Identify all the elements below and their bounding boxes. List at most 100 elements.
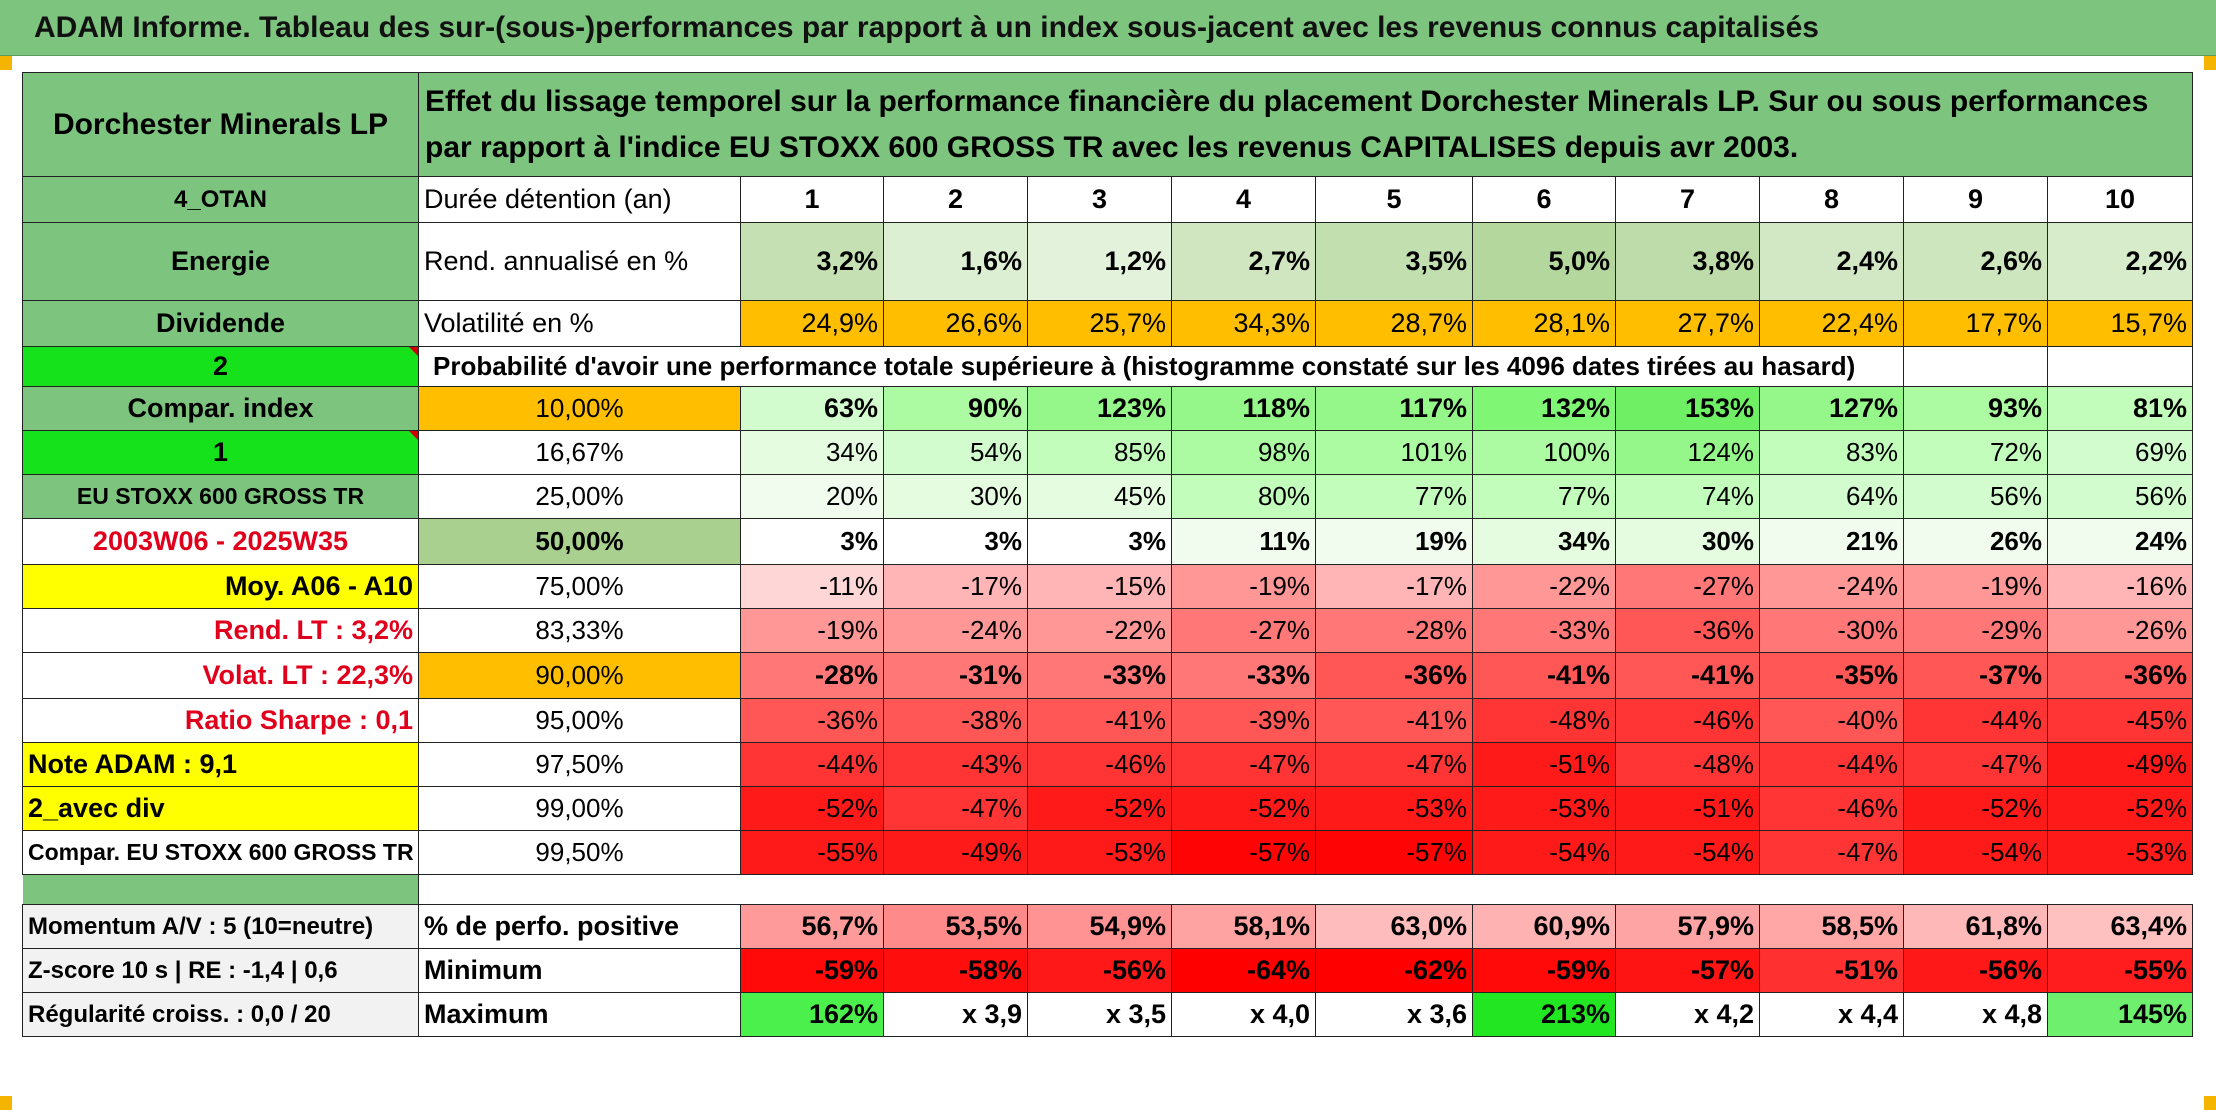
probability-value: -47% [883,786,1028,831]
probability-value: 117% [1315,386,1473,431]
minimum-value: -59% [740,948,884,993]
probability-value: -22% [1027,608,1172,653]
threshold-value: 95,00% [418,698,741,743]
probability-value: -47% [1171,742,1316,787]
rend-label: Rend. annualisé en % [418,222,741,301]
volat-label: Volatilité en % [418,300,741,347]
volat-value: 34,3% [1171,300,1316,347]
table-row: Dorchester Minerals LP Effet du lissage t… [22,72,2194,177]
probability-value: 127% [1759,386,1904,431]
maximum-value: 145% [2046,992,2194,1037]
probability-value: -51% [1472,742,1616,787]
minimum-value: -57% [1615,948,1760,993]
year-header: 2 [883,176,1028,223]
minimum-value: -55% [2046,948,2194,993]
maximum-value: x 4,2 [1615,992,1760,1037]
threshold-value: 75,00% [418,564,741,609]
probability-value: 54% [883,430,1028,475]
compar-full-label: Compar. EU STOXX 600 GROSS TR [22,830,419,875]
volat-value: 27,7% [1615,300,1760,347]
threshold-value: 90,00% [418,652,741,699]
probability-value: -52% [1027,786,1172,831]
period-label: 2003W06 - 2025W35 [22,518,419,565]
table-row: Momentum A/V : 5 (10=neutre)% de perfo. … [22,904,2194,949]
probability-value: 123% [1027,386,1172,431]
probability-value: -33% [1472,608,1616,653]
probability-value: -24% [1759,564,1904,609]
rend-value: 3,2% [740,222,884,301]
minimum-value: -59% [1472,948,1616,993]
probability-value: -52% [1171,786,1316,831]
probability-value: -22% [1472,564,1616,609]
probability-value: 21% [1759,518,1904,565]
maximum-value: x 4,8 [1903,992,2048,1037]
year-header: 9 [1903,176,2048,223]
probability-value: 153% [1615,386,1760,431]
year-header: 1 [740,176,884,223]
threshold-value: 50,00% [418,518,741,565]
probability-value: 85% [1027,430,1172,475]
probability-value: -38% [883,698,1028,743]
table-row: Energie Rend. annualisé en % 3,2% 1,6% 1,2% 2… [22,222,2194,301]
probability-value: 34% [1472,518,1616,565]
pct-positive-value: 60,9% [1472,904,1616,949]
probability-value: -41% [1027,698,1172,743]
maximum-value: x 4,4 [1759,992,1904,1037]
one-label: 1 [22,430,419,475]
table-row: Z-score 10 s | RE : -1,4 | 0,6 Minimum -59… [22,948,2194,993]
table-row: Moy. A06 - A10 75,00% -11% -17% -15% -19% -17%… [22,564,2194,609]
probability-value: -57% [1315,830,1473,875]
table-row: Note ADAM : 9,1 97,50% -44% -43% -46% -47% -47… [22,742,2194,787]
probability-value: 83% [1759,430,1904,475]
probability-value: -19% [1903,564,2048,609]
probability-value: -52% [2046,786,2194,831]
maximum-value: x 4,0 [1171,992,1316,1037]
empty-cell [2046,346,2194,387]
table-row: 2003W06 - 2025W35 50,00% 3% 3% 3% 11% 19% 34% 30… [22,518,2194,565]
probability-value: -33% [1027,652,1172,699]
probability-value: -46% [1027,742,1172,787]
empty-cell [1903,346,2048,387]
probability-value: -44% [1903,698,2048,743]
probability-value: -31% [883,652,1028,699]
probability-value: -16% [2046,564,2194,609]
probability-value: -53% [1472,786,1616,831]
probability-value: -49% [2046,742,2194,787]
probability-value: 3% [883,518,1028,565]
avec-div-label: 2_avec div [22,786,419,831]
probability-value: -17% [1315,564,1473,609]
volat-value: 24,9% [740,300,884,347]
probability-value: 77% [1315,474,1473,519]
probability-value: -47% [1903,742,2048,787]
minimum-value: -62% [1315,948,1473,993]
probability-value: -27% [1171,608,1316,653]
maximum-value: x 3,6 [1315,992,1473,1037]
table-row: EU STOXX 600 GROSS TR 25,00% 20% 30% 45% 80% 7… [22,474,2194,519]
momentum-label: Momentum A/V : 5 (10=neutre) [22,904,419,949]
probability-value: -55% [740,830,884,875]
probability-value: 19% [1315,518,1473,565]
probability-value: -51% [1615,786,1760,831]
threshold-value: 99,00% [418,786,741,831]
probability-value: -36% [2046,652,2194,699]
table-row: 2 Probabilité d'avoir une performance tot… [22,346,2194,387]
volat-value: 25,7% [1027,300,1172,347]
probability-value: -53% [1315,786,1473,831]
probability-value: -35% [1759,652,1904,699]
year-header: 3 [1027,176,1172,223]
note-adam-label: Note ADAM : 9,1 [22,742,419,787]
probability-value: -48% [1615,742,1760,787]
probability-value: 64% [1759,474,1904,519]
maximum-value: 162% [740,992,884,1037]
rend-lt-label: Rend. LT : 3,2% [22,608,419,653]
year-header: 7 [1615,176,1760,223]
probability-value: 98% [1171,430,1316,475]
year-header: 5 [1315,176,1473,223]
probability-value: -44% [740,742,884,787]
probability-value: -43% [883,742,1028,787]
probability-value: 11% [1171,518,1316,565]
pct-positive-value: 61,8% [1903,904,2048,949]
probability-value: 20% [740,474,884,519]
probability-value: 90% [883,386,1028,431]
proba-caption: Probabilité d'avoir une performance tota… [418,346,1904,387]
